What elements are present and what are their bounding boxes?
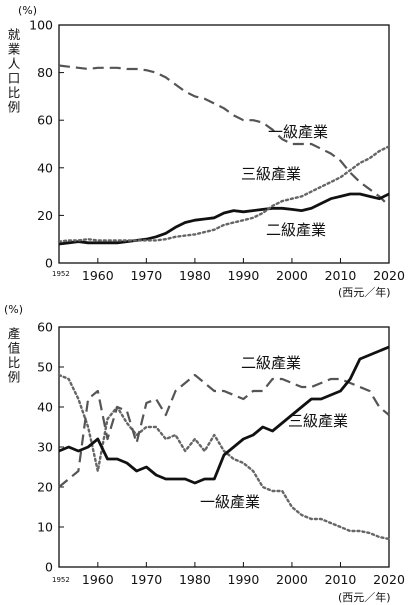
chart-employment: (%) 就業人口比例 0 20 40 60 80 100 1960 1970 1980 1990 2… <box>6 4 405 299</box>
chart2-series-label-tertiary: 三級產業 <box>288 412 348 430</box>
chart2-x-tick-label: 2010 <box>325 572 357 587</box>
chart1-x-tick-label: 2000 <box>276 268 308 283</box>
chart2-y-tick-label: 0 <box>45 560 53 575</box>
chart2-x-tick-label: 1970 <box>130 572 162 587</box>
chart2-series-line-solid <box>58 345 390 485</box>
chart1-y-axis-label: 就業人口比例 <box>6 27 21 115</box>
chart1-y-tick-label: 20 <box>37 208 53 223</box>
chart1-series-line-dashed <box>58 64 390 207</box>
chart1-plot-frame <box>58 24 390 264</box>
chart2-x-unit: (西元／年) <box>338 590 391 604</box>
chart2-x-tick-label: 1990 <box>228 572 260 587</box>
chart1-x-tick-label: 1960 <box>82 268 114 283</box>
chart2-y-tick-label: 60 <box>37 320 53 335</box>
chart1-y-tick-label: 100 <box>29 18 53 33</box>
chart2-plot-frame <box>58 326 390 568</box>
chart2-y-tick-label: 20 <box>37 480 53 495</box>
chart1-series-label-tertiary: 三級產業 <box>241 165 301 183</box>
chart2-x-tick-label: 1980 <box>179 572 211 587</box>
chart1-x-tick-label: 1990 <box>228 268 260 283</box>
chart2-y-tick-label: 40 <box>37 400 53 415</box>
chart2-y-axis-label: 產值比例 <box>6 326 21 385</box>
chart1-y-unit: (%) <box>18 4 37 17</box>
chart2-series-line-dashed <box>58 373 390 488</box>
chart1-x-tick-label: 2020 <box>373 268 405 283</box>
chart-output: (%) 產值比例 0 10 20 30 40 50 60 1960 1970 1980 1990 20… <box>4 303 405 604</box>
chart2-x-tick-label: 2020 <box>373 572 405 587</box>
chart1-series-label-primary: 一級產業 <box>268 123 328 141</box>
chart1-series-line-solid <box>58 192 390 246</box>
chart2-x-tick-label: 1960 <box>82 572 114 587</box>
chart2-x-tick-label: 2000 <box>276 572 308 587</box>
chart2-y-unit: (%) <box>4 303 23 316</box>
chart1-x-unit: (西元／年) <box>338 285 391 299</box>
chart1-series-label-secondary: 二級產業 <box>266 221 326 239</box>
chart1-x-tick-label: 1980 <box>179 268 211 283</box>
chart2-series-line-dotted <box>57 373 391 541</box>
chart1-series-line-dotted <box>57 145 391 243</box>
chart1-x-start-label: 1952 <box>52 270 70 278</box>
chart2-series-label-secondary: 二級產業 <box>241 354 301 372</box>
chart1-y-tick-label: 60 <box>37 113 53 128</box>
chart2-y-tick-label: 50 <box>37 360 53 375</box>
chart1-y-tick-label: 40 <box>37 160 53 175</box>
chart1-x-tick-label: 2010 <box>325 268 357 283</box>
chart2-series-label-primary: 一級產業 <box>200 493 260 511</box>
chart2-plot: 0 10 20 30 40 50 60 1960 1970 1980 1990 2000 2010 202… <box>37 320 405 588</box>
chart2-y-tick-label: 10 <box>37 520 53 535</box>
chart1-y-tick-label: 80 <box>37 65 53 80</box>
chart1-x-tick-label: 1970 <box>130 268 162 283</box>
chart1-y-tick-label: 0 <box>45 256 53 271</box>
chart2-y-tick-label: 30 <box>37 440 53 455</box>
chart1-plot: 0 20 40 60 80 100 1960 1970 1980 1990 2000 2010 2020 <box>29 18 405 284</box>
chart2-x-start-label: 1952 <box>52 576 70 584</box>
